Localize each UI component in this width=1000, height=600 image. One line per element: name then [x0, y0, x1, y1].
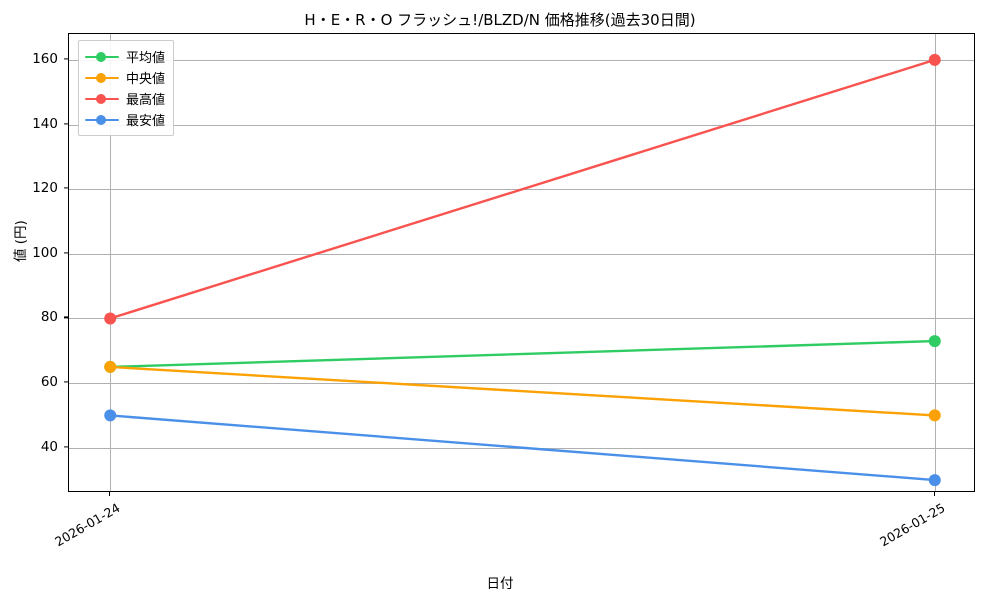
legend-item[interactable]: 最高値	[85, 88, 165, 109]
gridline-vertical	[110, 34, 112, 491]
plot-area	[68, 33, 975, 492]
legend-marker-icon	[85, 71, 119, 85]
y-axis-tick-mark	[64, 187, 68, 189]
series-layer	[104, 53, 941, 487]
data-point-marker	[104, 360, 117, 373]
legend-item-label: 中央値	[126, 72, 166, 87]
data-point-marker	[928, 53, 941, 66]
gridline-horizontal	[69, 253, 974, 255]
y-axis-tick-label: 120	[32, 180, 58, 197]
legend-marker-icon	[85, 92, 119, 106]
y-axis-tick-mark	[64, 58, 68, 60]
y-axis-tick-mark	[64, 316, 68, 319]
legend-item[interactable]: 最安値	[85, 109, 165, 130]
legend-item-label: 最高値	[126, 93, 166, 108]
legend-marker-icon	[85, 113, 119, 127]
data-point-marker	[104, 312, 117, 325]
data-point-marker	[928, 474, 941, 487]
series-line	[109, 58, 936, 320]
x-axis-tick-label: 2026-01-25	[876, 500, 948, 550]
x-axis-tick-mark	[933, 492, 935, 496]
legend-marker-icon	[85, 50, 119, 64]
y-axis-tick-mark	[64, 446, 68, 448]
y-axis-tick-label: 80	[40, 309, 58, 326]
legend-item-label: 平均値	[126, 51, 166, 66]
x-axis-tick-mark	[109, 492, 111, 496]
series-line	[109, 414, 936, 482]
data-point-marker	[104, 409, 117, 422]
gridline-horizontal	[69, 59, 974, 61]
chart-title: H・E・R・O フラッシュ!/BLZD/N 価格推移(過去30日間)	[304, 11, 696, 29]
y-axis-tick-label: 140	[32, 115, 58, 132]
legend-item[interactable]: 平均値	[85, 46, 165, 67]
x-axis-tick-label: 2026-01-24	[52, 500, 123, 550]
y-axis-tick-label: 40	[40, 438, 58, 455]
x-axis-label: 日付	[486, 576, 514, 592]
gridline-horizontal	[69, 318, 974, 320]
gridline-vertical	[934, 34, 936, 491]
chart-legend: 平均値中央値最高値最安値	[78, 40, 175, 136]
y-axis-tick-mark	[64, 252, 68, 254]
gridline-horizontal	[69, 124, 974, 126]
legend-item-label: 最安値	[126, 114, 166, 129]
legend-item[interactable]: 中央値	[85, 67, 165, 88]
data-point-marker	[928, 409, 941, 422]
y-axis-tick-mark	[64, 381, 68, 383]
gridline-horizontal	[69, 383, 974, 385]
data-point-marker	[928, 335, 941, 348]
y-axis-tick-label: 160	[32, 50, 58, 67]
series-line	[109, 365, 936, 417]
y-axis-tick-mark	[64, 122, 68, 125]
series-line	[109, 339, 936, 369]
y-axis-tick-label: 100	[32, 244, 58, 261]
y-axis-tick-label: 60	[40, 374, 58, 391]
